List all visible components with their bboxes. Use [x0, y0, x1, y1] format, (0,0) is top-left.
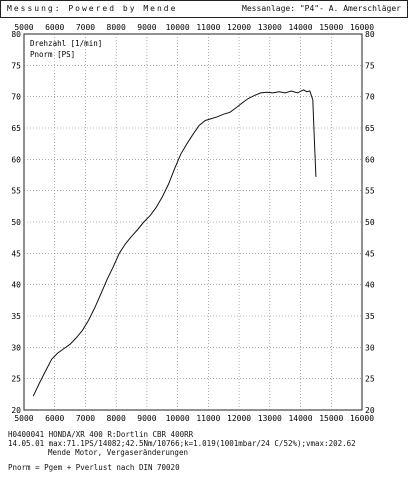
header-facility: Messanlage: "P4"- A. Amerschläger — [242, 4, 401, 13]
x-tick-label-top: 12000 — [227, 23, 251, 32]
y-tick-label-right: 40 — [365, 281, 375, 290]
x-tick-label-bottom: 14000 — [288, 414, 312, 423]
y-tick-label-left: 40 — [11, 281, 21, 290]
power-curve-line — [32, 89, 317, 397]
x-tick-label-top: 16000 — [350, 23, 374, 32]
y-tick-label-right: 35 — [365, 312, 375, 321]
y-tick-label-right: 70 — [365, 93, 375, 102]
x-tick-label-top: 15000 — [319, 23, 343, 32]
x-tick-label-bottom: 6000 — [45, 414, 64, 423]
y-tick-label-left: 20 — [11, 406, 21, 415]
y-tick-label-left: 60 — [11, 155, 21, 164]
y-tick-label-left: 35 — [11, 312, 21, 321]
x-tick-label-bottom: 11000 — [196, 414, 220, 423]
footer-vehicle-line: H0400041 HONDA/XR 400 R:Dortlin CBR 400R… — [8, 430, 194, 439]
footer-din-note: Pnorm = Pgem + Pverlust nach DIN 70020 — [8, 463, 180, 472]
x-tick-label-top: 13000 — [258, 23, 282, 32]
x-tick-label-top: 11000 — [196, 23, 220, 32]
y-tick-label-left: 80 — [11, 30, 21, 39]
x-tick-label-bottom: 10000 — [166, 414, 190, 423]
footer-note-line: Mende Motor, Vergaseränderungen — [48, 448, 188, 457]
header-title: Messung: Powered by Mende — [7, 4, 178, 13]
x-tick-label-bottom: 15000 — [319, 414, 343, 423]
x-tick-label-bottom: 12000 — [227, 414, 251, 423]
y-tick-label-right: 60 — [365, 155, 375, 164]
x-tick-label-bottom: 13000 — [258, 414, 282, 423]
y-tick-label-right: 45 — [365, 249, 375, 258]
y-tick-label-left: 50 — [11, 218, 21, 227]
y-tick-label-left: 45 — [11, 249, 21, 258]
y-tick-label-left: 65 — [11, 124, 21, 133]
x-tick-label-top: 14000 — [288, 23, 312, 32]
x-tick-label-top: 5000 — [14, 23, 33, 32]
footer-max-line: 14.05.01 max:71.1PS/14082;42.5Nm/10766;k… — [8, 439, 356, 448]
y-tick-label-right: 30 — [365, 343, 375, 352]
y-tick-label-left: 30 — [11, 343, 21, 352]
x-tick-label-top: 9000 — [137, 23, 156, 32]
y-tick-label-left: 75 — [11, 61, 21, 70]
y-tick-label-right: 25 — [365, 375, 375, 384]
x-tick-label-bottom: 7000 — [76, 414, 95, 423]
x-tick-label-bottom: 16000 — [350, 414, 374, 423]
x-tick-label-bottom: 9000 — [137, 414, 156, 423]
y-tick-label-left: 55 — [11, 187, 21, 196]
y-tick-label-right: 75 — [365, 61, 375, 70]
x-tick-label-top: 10000 — [166, 23, 190, 32]
x-tick-label-top: 7000 — [76, 23, 95, 32]
y-tick-label-left: 70 — [11, 93, 21, 102]
x-tick-label-bottom: 8000 — [107, 414, 126, 423]
x-tick-label-bottom: 5000 — [14, 414, 33, 423]
y-tick-label-right: 80 — [365, 30, 375, 39]
y-tick-label-left: 25 — [11, 375, 21, 384]
x-tick-label-top: 6000 — [45, 23, 64, 32]
chart-header: Messung: Powered by Mende Messanlage: "P… — [0, 0, 408, 18]
legend-entry: Pnorm [PS] — [30, 50, 75, 59]
legend-entry: Drehzahl [1/min] — [30, 39, 102, 48]
x-tick-label-top: 8000 — [107, 23, 126, 32]
y-tick-label-right: 55 — [365, 187, 375, 196]
y-tick-label-right: 20 — [365, 406, 375, 415]
y-tick-label-right: 50 — [365, 218, 375, 227]
y-tick-label-right: 65 — [365, 124, 375, 133]
